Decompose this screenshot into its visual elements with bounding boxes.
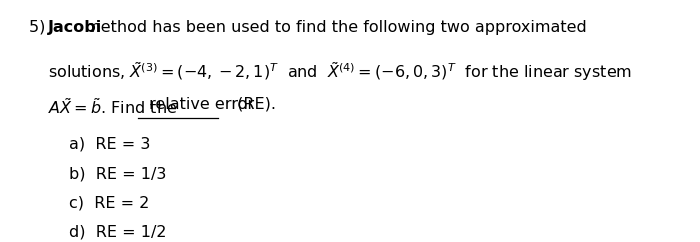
Text: d)  RE = 1/2: d) RE = 1/2 (69, 225, 167, 240)
Text: solutions, $\tilde{X}^{(3)} = (-4,-2,1)^T$  and  $\tilde{X}^{(4)} = (-6,0,3)^T$ : solutions, $\tilde{X}^{(3)} = (-4,-2,1)^… (48, 60, 631, 83)
Text: 5): 5) (29, 20, 50, 35)
Text: relative error: relative error (149, 97, 254, 112)
Text: Jacobi: Jacobi (48, 20, 102, 35)
Text: b)  RE = 1/3: b) RE = 1/3 (69, 166, 167, 181)
Text: c)  RE = 2: c) RE = 2 (69, 196, 149, 211)
Text: $A\tilde{X} = \tilde{b}$. Find the: $A\tilde{X} = \tilde{b}$. Find the (48, 97, 178, 117)
Text: method has been used to find the following two approximated: method has been used to find the followi… (80, 20, 587, 35)
Text: a)  RE = 3: a) RE = 3 (69, 137, 150, 152)
Text: (RE).: (RE). (232, 97, 276, 112)
